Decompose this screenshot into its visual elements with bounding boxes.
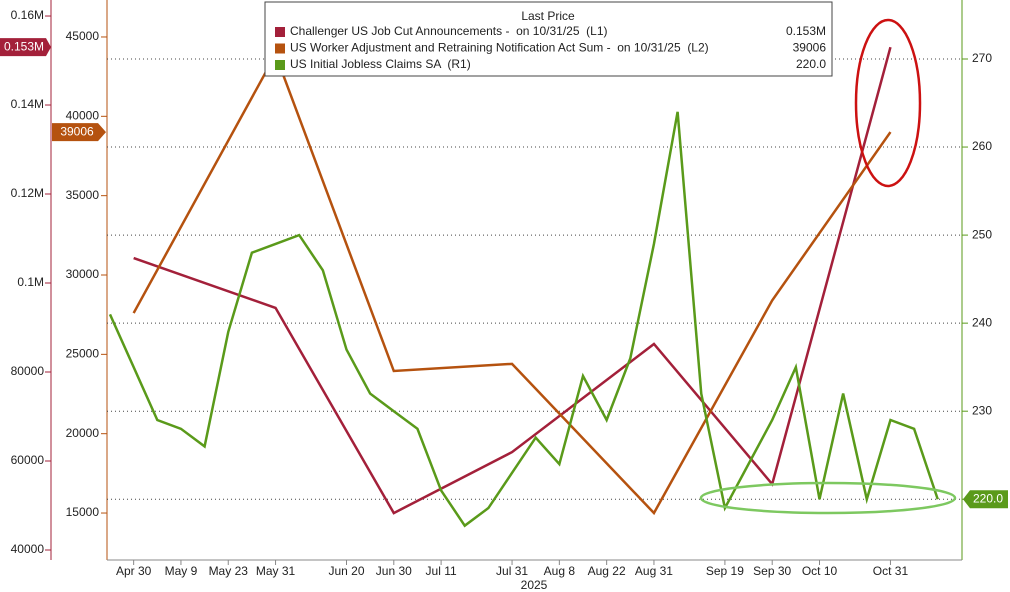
y3-tick-label: 270 bbox=[972, 51, 992, 65]
x-tick-label: Jul 11 bbox=[426, 564, 457, 578]
highlight-ellipse bbox=[854, 18, 922, 188]
y2-tick-label: 45000 bbox=[66, 29, 100, 43]
plot bbox=[107, 46, 962, 528]
value-tag bbox=[0, 38, 51, 57]
legend-title: Last Price bbox=[521, 9, 575, 23]
x-tick-label: Oct 31 bbox=[873, 564, 909, 578]
highlight-ellipse bbox=[699, 481, 957, 515]
x-tick-label: May 9 bbox=[165, 564, 198, 578]
value-tag bbox=[963, 490, 1008, 509]
y3-tick-label: 230 bbox=[972, 403, 992, 417]
x-tick-label: Aug 8 bbox=[544, 564, 576, 578]
x-tick-label: Aug 31 bbox=[635, 564, 673, 578]
legend-value: 0.153M bbox=[786, 24, 826, 38]
y-tick-label: 60000 bbox=[11, 453, 45, 467]
y-tick-label: 0.12M bbox=[11, 186, 44, 200]
y-tick-label: 0.16M bbox=[11, 8, 44, 22]
legend-swatch bbox=[275, 60, 285, 70]
value-tag bbox=[52, 123, 106, 142]
series-line bbox=[108, 111, 939, 528]
series-line bbox=[132, 51, 892, 516]
value-tag-label: 39006 bbox=[60, 124, 94, 138]
x-tick-label: May 23 bbox=[209, 564, 249, 578]
legend-label: US Worker Adjustment and Retraining Noti… bbox=[290, 41, 709, 55]
legend-label: US Initial Jobless Claims SA (R1) bbox=[290, 57, 471, 71]
y2-tick-label: 40000 bbox=[66, 108, 100, 122]
x-tick-label: Sep 30 bbox=[753, 564, 791, 578]
x-tick-label: Sep 19 bbox=[706, 564, 744, 578]
legend-value: 220.0 bbox=[796, 57, 826, 71]
x-axis-label: 2025 bbox=[521, 578, 548, 592]
x-tick-label: Jun 20 bbox=[328, 564, 364, 578]
y2-tick-label: 35000 bbox=[66, 188, 100, 202]
x-tick-label: May 31 bbox=[256, 564, 296, 578]
y-tick-label: 40000 bbox=[11, 542, 45, 556]
value-tag-label: 0.153M bbox=[4, 39, 44, 53]
y-tick-label: 80000 bbox=[11, 364, 45, 378]
y2-tick-label: 15000 bbox=[66, 505, 100, 519]
y3-tick-label: 240 bbox=[972, 315, 992, 329]
legend-label: Challenger US Job Cut Announcements - on… bbox=[290, 24, 608, 38]
legend-box bbox=[264, 1, 833, 77]
x-tick-label: Jul 31 bbox=[496, 564, 528, 578]
legend-swatch bbox=[275, 43, 285, 54]
x-tick-label: Aug 22 bbox=[588, 564, 626, 578]
x-tick-label: Apr 30 bbox=[116, 564, 152, 578]
x-tick-label: Oct 10 bbox=[802, 564, 838, 578]
legend-swatch bbox=[275, 27, 285, 37]
x-tick-label: Jun 30 bbox=[376, 564, 412, 578]
value-tag-label: 220.0 bbox=[973, 491, 1003, 505]
y2-tick-label: 20000 bbox=[66, 426, 100, 440]
legend-value: 39006 bbox=[793, 41, 827, 55]
y2-tick-label: 25000 bbox=[66, 347, 100, 361]
legend: Challenger US Job Cut Announcements - on… bbox=[275, 24, 826, 71]
y3-tick-label: 260 bbox=[972, 139, 992, 153]
y2-tick-label: 30000 bbox=[66, 267, 100, 281]
y-tick-label: 0.14M bbox=[11, 97, 44, 111]
y-tick-label: 0.1M bbox=[17, 275, 44, 289]
y3-tick-label: 250 bbox=[972, 227, 992, 241]
series-line bbox=[133, 46, 892, 515]
